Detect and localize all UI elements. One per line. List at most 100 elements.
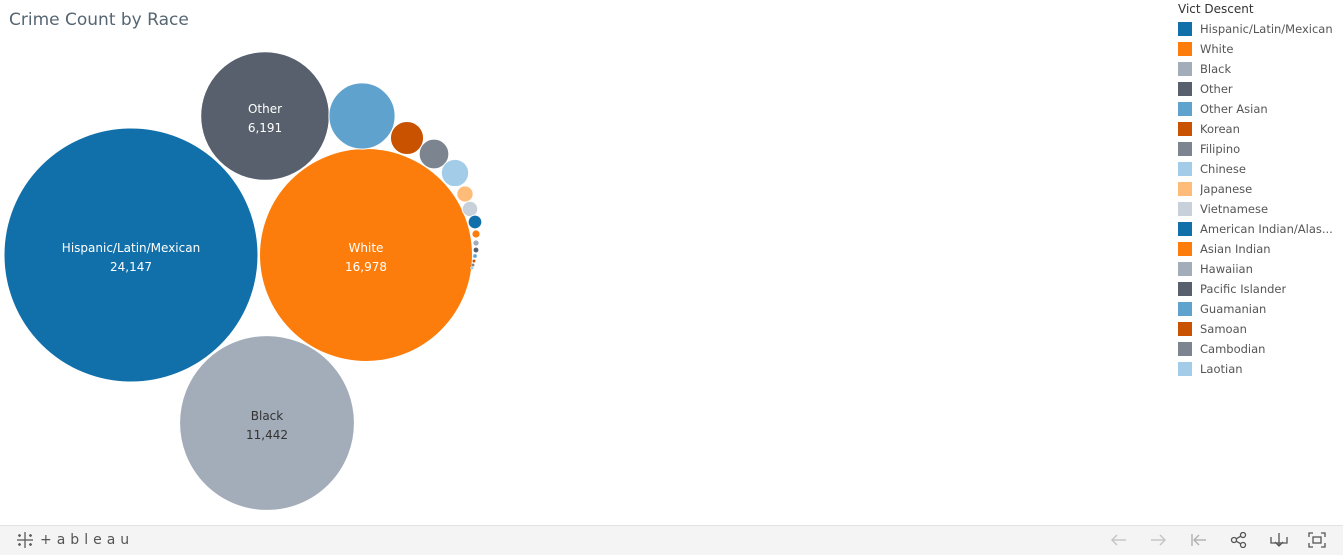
download-icon [1270, 533, 1288, 547]
bubble-value: 16,978 [345, 260, 387, 274]
bubble-hispanic-latin-mexican[interactable] [3, 127, 259, 383]
legend-label: Chinese [1200, 162, 1246, 176]
legend-item[interactable]: Vietnamese [1178, 199, 1343, 219]
legend-label: Cambodian [1200, 342, 1266, 356]
revert-button[interactable] [1187, 530, 1211, 550]
bubble-chinese[interactable] [440, 158, 470, 188]
legend-item[interactable]: Laotian [1178, 359, 1343, 379]
legend-swatch [1178, 82, 1192, 96]
bubble-black[interactable] [179, 335, 355, 511]
legend-label: Filipino [1200, 142, 1241, 156]
redo-icon [1151, 534, 1166, 546]
legend-item[interactable]: Pacific Islander [1178, 279, 1343, 299]
legend-swatch [1178, 162, 1192, 176]
bubble-cambodian[interactable] [471, 263, 475, 267]
legend-item[interactable]: Asian Indian [1178, 239, 1343, 259]
bubble-other-asian[interactable] [328, 82, 396, 150]
bubble-hawaiian[interactable] [472, 239, 480, 247]
share-button[interactable] [1227, 530, 1251, 550]
legend-item[interactable]: American Indian/Alas... [1178, 219, 1343, 239]
bubble-pacific-islander[interactable] [473, 247, 479, 253]
legend-title: Vict Descent [1178, 2, 1254, 16]
legend-swatch [1178, 122, 1192, 136]
legend-swatch [1178, 202, 1192, 216]
bubble-value: 6,191 [248, 121, 282, 135]
bubble-label: White [349, 241, 384, 255]
legend-item[interactable]: Other Asian [1178, 99, 1343, 119]
redo-button[interactable] [1146, 530, 1170, 550]
legend-swatch [1178, 62, 1192, 76]
fullscreen-icon [1308, 532, 1326, 548]
legend-swatch [1178, 42, 1192, 56]
legend-label: Samoan [1200, 322, 1247, 336]
bubble-vietnamese[interactable] [461, 200, 479, 218]
undo-button[interactable] [1107, 530, 1131, 550]
legend-item[interactable]: Filipino [1178, 139, 1343, 159]
legend-item[interactable]: Korean [1178, 119, 1343, 139]
legend-item[interactable]: Other [1178, 79, 1343, 99]
legend-swatch [1178, 102, 1192, 116]
share-icon [1230, 532, 1247, 548]
bubble-label: Other [248, 102, 282, 116]
legend-swatch [1178, 222, 1192, 236]
bubble-korean[interactable] [389, 120, 425, 156]
legend-item[interactable]: Chinese [1178, 159, 1343, 179]
undo-icon [1111, 534, 1126, 546]
legend-label: Guamanian [1200, 302, 1267, 316]
bubble-guamanian[interactable] [472, 253, 478, 259]
legend-label: Hawaiian [1200, 262, 1253, 276]
tableau-toolbar: +ableau [0, 525, 1343, 555]
legend-item[interactable]: White [1178, 39, 1343, 59]
legend-label: Japanese [1200, 182, 1253, 196]
legend-label: Other [1200, 82, 1233, 96]
legend-label: White [1200, 42, 1234, 56]
bubble-american-indian-alaskan-native[interactable] [467, 214, 483, 230]
revert-icon [1191, 534, 1206, 546]
legend-label: Laotian [1200, 362, 1243, 376]
bubble-label: Black [251, 409, 284, 423]
legend-label: Black [1200, 62, 1232, 76]
legend-swatch [1178, 282, 1192, 296]
legend-item[interactable]: Hawaiian [1178, 259, 1343, 279]
legend-item[interactable]: Samoan [1178, 319, 1343, 339]
legend-swatch [1178, 342, 1192, 356]
legend: Vict Descent Hispanic/Latin/Mexican White… [1178, 2, 1343, 379]
legend-swatch [1178, 322, 1192, 336]
legend-swatch [1178, 142, 1192, 156]
chart-title: Crime Count by Race [9, 10, 189, 30]
legend-label: Pacific Islander [1200, 282, 1287, 296]
legend-item[interactable]: Hispanic/Latin/Mexican [1178, 19, 1343, 39]
legend-swatch [1178, 262, 1192, 276]
bubble-chart: Hispanic/Latin/Mexican 24,147 White 16,978 B… [3, 51, 483, 511]
legend-item[interactable]: Black [1178, 59, 1343, 79]
legend-item[interactable]: Guamanian [1178, 299, 1343, 319]
legend-label: Other Asian [1200, 102, 1268, 116]
bubble-laotian[interactable] [470, 266, 474, 270]
tableau-wordmark: +ableau [40, 532, 135, 548]
bubble-filipino[interactable] [418, 138, 450, 170]
tableau-logo[interactable]: +ableau [16, 531, 134, 549]
download-button[interactable] [1267, 530, 1291, 550]
bubble-japanese[interactable] [456, 185, 474, 203]
tableau-cross-icon [17, 532, 33, 548]
bubble-label: Hispanic/Latin/Mexican [62, 241, 200, 255]
bubble-value: 24,147 [110, 260, 152, 274]
bubble-other[interactable] [200, 51, 330, 181]
legend-item[interactable]: Cambodian [1178, 339, 1343, 359]
legend-label: Asian Indian [1200, 242, 1271, 256]
legend-swatch [1178, 22, 1192, 36]
legend-label: American Indian/Alas... [1200, 222, 1333, 236]
legend-swatch [1178, 182, 1192, 196]
bubble-samoan[interactable] [472, 259, 476, 263]
bubble-value: 11,442 [246, 428, 288, 442]
legend-swatch [1178, 302, 1192, 316]
legend-label: Hispanic/Latin/Mexican [1200, 22, 1333, 36]
bubble-asian-indian[interactable] [471, 229, 481, 239]
legend-item[interactable]: Japanese [1178, 179, 1343, 199]
legend-label: Korean [1200, 122, 1240, 136]
legend-label: Vietnamese [1200, 202, 1269, 216]
fullscreen-button[interactable] [1305, 530, 1329, 550]
legend-swatch [1178, 362, 1192, 376]
legend-swatch [1178, 242, 1192, 256]
bubble-white[interactable] [259, 148, 473, 362]
